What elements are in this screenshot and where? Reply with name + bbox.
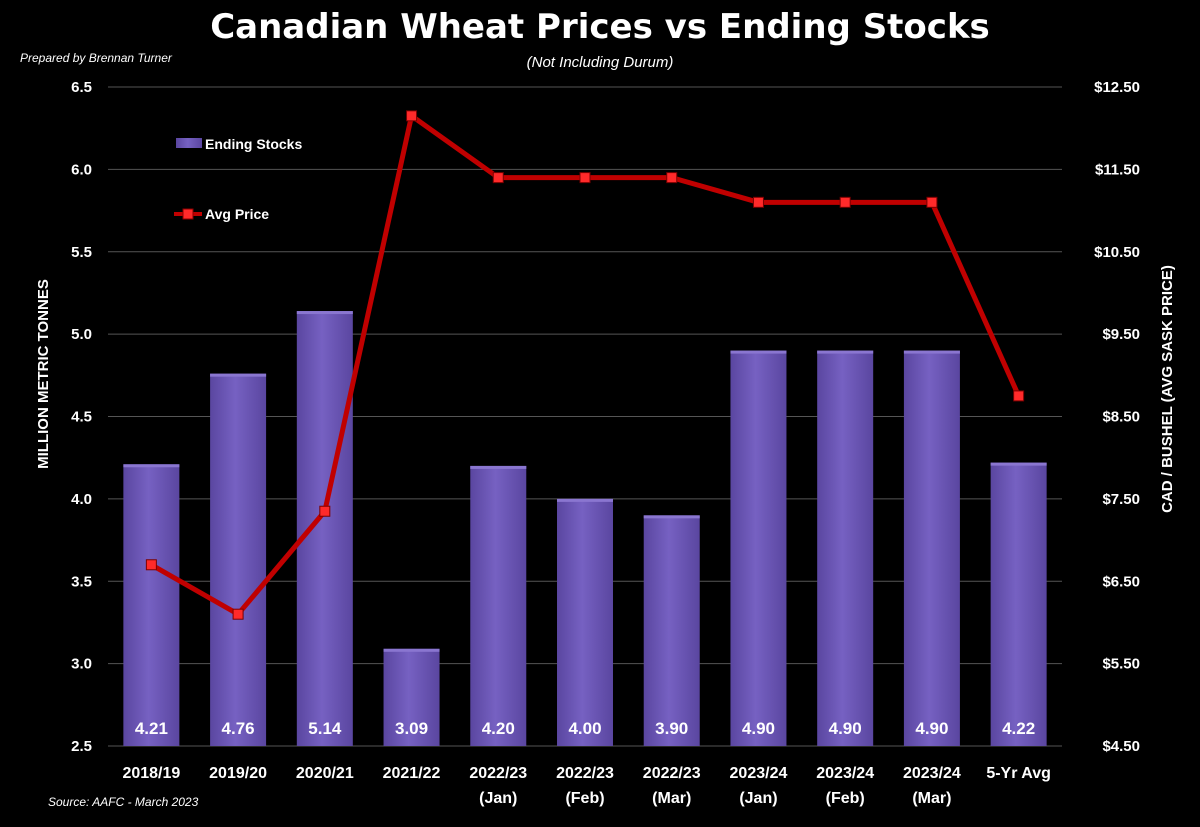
left-axis-tick-label: 4.5 — [71, 409, 92, 426]
left-axis-tick-label: 6.5 — [71, 79, 92, 96]
left-axis-ticks: 2.5 3.0 3.5 4.0 4.5 5.0 5.5 6.0 6.5 — [71, 79, 92, 755]
legend: Ending Stocks Avg Price — [174, 136, 302, 222]
x-axis-tick-label: (Feb) — [826, 790, 865, 807]
x-axis-tick-label: 2022/23 — [556, 765, 614, 782]
bar-data-label: 3.09 — [395, 719, 428, 738]
price-point — [319, 505, 331, 517]
bar-data-label: 4.90 — [829, 719, 862, 738]
x-axis-tick-label: (Mar) — [652, 790, 691, 807]
bar — [296, 311, 353, 746]
bar-data-label: 4.00 — [568, 719, 601, 738]
price-point — [839, 196, 851, 208]
left-axis-tick-label: 5.5 — [71, 244, 92, 261]
source-text: Source: AAFC - March 2023 — [48, 795, 199, 809]
x-axis-tick-label: 2021/22 — [383, 765, 441, 782]
bar-data-label: 4.76 — [222, 719, 255, 738]
bar — [210, 373, 267, 746]
legend-line-marker — [182, 208, 194, 220]
bar-top-highlight — [730, 350, 787, 354]
x-axis-tick-label: 2022/23 — [643, 765, 701, 782]
left-axis-tick-label: 4.0 — [71, 491, 92, 508]
left-axis-tick-label: 6.0 — [71, 161, 92, 178]
x-axis-tick-label: 5-Yr Avg — [986, 765, 1051, 782]
bar — [123, 464, 180, 746]
left-axis-tick-label: 5.0 — [71, 326, 92, 343]
x-axis-tick-label: (Feb) — [565, 790, 604, 807]
price-point — [752, 196, 764, 208]
right-axis-ticks: $4.50 $5.50 $6.50 $7.50 $8.50 $9.50 $10.50 $11.… — [1094, 79, 1140, 755]
price-point — [232, 608, 244, 620]
bar-top-highlight — [817, 350, 874, 354]
prepared-by-text: Prepared by Brennan Turner — [20, 51, 173, 65]
bar-top-highlight — [123, 464, 180, 468]
left-axis-label: MILLION METRIC TONNES — [35, 279, 52, 469]
price-point — [145, 559, 157, 571]
x-axis-ticks: 2018/19 2019/20 2020/21 2021/22 2022/23 (Jan)… — [122, 765, 1050, 807]
x-axis-tick-label: 2023/24 — [730, 765, 788, 782]
x-axis-tick-label: 2023/24 — [903, 765, 961, 782]
bar-data-label: 4.90 — [915, 719, 948, 738]
right-axis-tick-label: $7.50 — [1102, 491, 1140, 508]
right-axis-tick-label: $10.50 — [1094, 244, 1140, 261]
x-axis-tick-label: 2022/23 — [469, 765, 527, 782]
bar-top-highlight — [470, 465, 527, 469]
left-axis-tick-label: 3.0 — [71, 656, 92, 673]
line-series-avg-price — [145, 110, 1025, 620]
bar-top-highlight — [643, 515, 700, 519]
legend-ending-stocks: Ending Stocks — [205, 136, 302, 152]
bar — [817, 350, 874, 746]
left-axis-tick-label: 3.5 — [71, 573, 92, 590]
right-axis-label: CAD / BUSHEL (AVG SASK PRICE) — [1159, 265, 1176, 513]
right-axis-tick-label: $9.50 — [1102, 326, 1140, 343]
bar — [903, 350, 960, 746]
bar-data-label: 4.20 — [482, 719, 515, 738]
x-axis-tick-label: 2018/19 — [122, 765, 180, 782]
bar-data-label: 4.21 — [135, 719, 168, 738]
bar-data-label: 3.90 — [655, 719, 688, 738]
price-point — [492, 172, 504, 184]
bar — [557, 498, 613, 746]
chart-subtitle: (Not Including Durum) — [527, 54, 674, 71]
legend-bar-swatch — [176, 138, 202, 148]
x-axis-tick-label: 2023/24 — [816, 765, 874, 782]
x-axis-tick-label: (Jan) — [739, 790, 777, 807]
legend-avg-price: Avg Price — [205, 206, 269, 222]
right-axis-tick-label: $12.50 — [1094, 79, 1140, 96]
bar-top-highlight — [210, 373, 267, 377]
bar — [470, 465, 527, 746]
bar-data-labels: 4.21 4.76 5.14 3.09 4.20 4.00 3.90 4.90 4.90 4.90… — [135, 719, 1035, 738]
price-point — [1013, 390, 1025, 402]
chart-title: Canadian Wheat Prices vs Ending Stocks — [210, 7, 990, 47]
bar — [383, 648, 440, 746]
right-axis-tick-label: $4.50 — [1102, 738, 1140, 755]
x-axis-tick-label: (Mar) — [912, 790, 951, 807]
x-axis-tick-label: (Jan) — [479, 790, 517, 807]
bar-top-highlight — [557, 498, 613, 502]
bar — [990, 462, 1047, 746]
right-axis-tick-label: $6.50 — [1102, 573, 1140, 590]
price-point — [926, 196, 938, 208]
bar-series-ending-stocks — [123, 311, 1047, 746]
left-axis-tick-label: 2.5 — [71, 738, 92, 755]
price-point — [666, 172, 678, 184]
x-axis-tick-label: 2019/20 — [209, 765, 267, 782]
bar — [730, 350, 787, 746]
right-axis-tick-label: $8.50 — [1102, 409, 1140, 426]
right-axis-tick-label: $11.50 — [1095, 161, 1140, 178]
bar-top-highlight — [383, 648, 440, 652]
price-point — [406, 110, 418, 122]
bar-top-highlight — [296, 311, 353, 315]
bar-data-label: 5.14 — [308, 719, 342, 738]
price-point — [579, 172, 591, 184]
bar-data-label: 4.22 — [1002, 719, 1035, 738]
bar-top-highlight — [903, 350, 960, 354]
x-axis-tick-label: 2020/21 — [296, 765, 354, 782]
bar-data-label: 4.90 — [742, 719, 775, 738]
bar-top-highlight — [990, 462, 1047, 466]
bar — [643, 515, 700, 746]
right-axis-tick-label: $5.50 — [1102, 656, 1140, 673]
